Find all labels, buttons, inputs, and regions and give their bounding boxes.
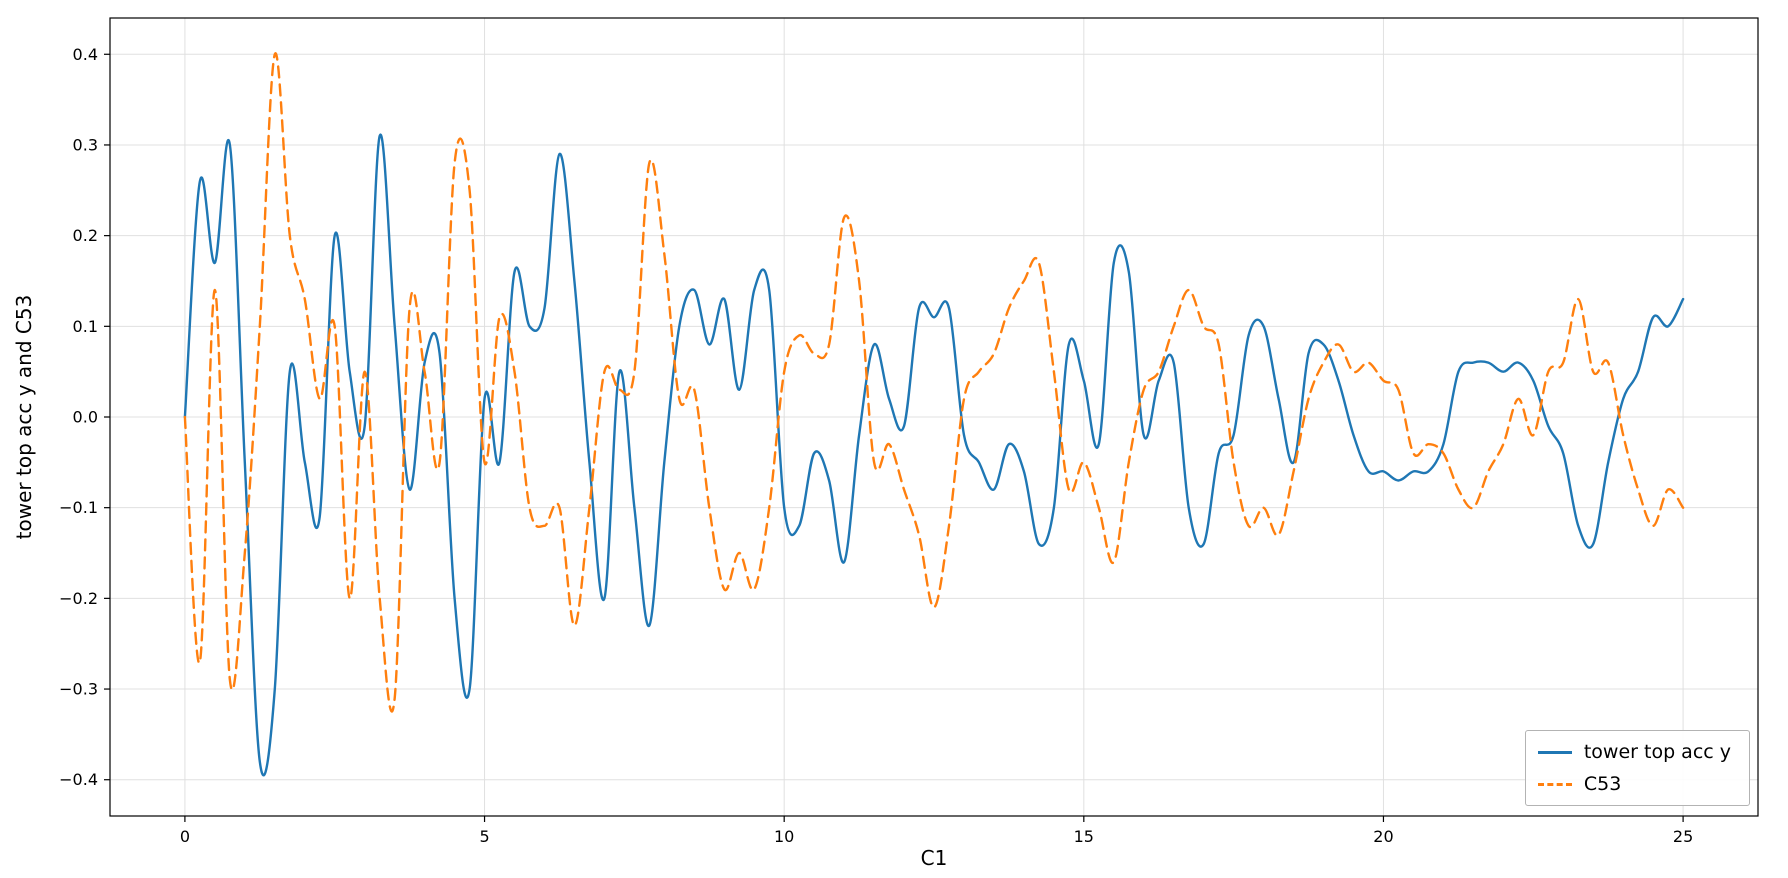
legend-line-sample-solid-icon <box>1537 750 1572 754</box>
y-tick-label: −0.3 <box>59 680 98 699</box>
y-tick-label: −0.1 <box>59 498 98 517</box>
x-tick-label: 20 <box>1373 827 1393 846</box>
y-tick-label: 0.1 <box>73 317 98 336</box>
y-tick-label: 0.3 <box>73 135 98 154</box>
y-tick-label: −0.4 <box>59 770 98 789</box>
legend-item-c53: C53 <box>1537 773 1731 795</box>
series-line-c53 <box>183 52 1685 713</box>
legend-label: tower top acc y <box>1583 741 1731 763</box>
y-tick-label: 0.4 <box>73 45 98 64</box>
y-tick-label: 0.2 <box>73 226 98 245</box>
y-tick-label: −0.2 <box>59 589 98 608</box>
legend-label: C53 <box>1583 773 1622 795</box>
y-tick-label: 0.0 <box>73 408 98 427</box>
x-tick-label: 10 <box>774 827 794 846</box>
legend-item-tower-top-acc-y: tower top acc y <box>1537 741 1731 763</box>
x-tick-label: 15 <box>1074 827 1094 846</box>
x-tick-label: 25 <box>1673 827 1693 846</box>
x-tick-label: 0 <box>180 827 190 846</box>
series-line-tower-top-acc-y <box>183 133 1685 777</box>
legend: tower top acc y C53 <box>1524 730 1750 806</box>
x-axis-label: C1 <box>920 846 948 870</box>
legend-line-sample-dashed-icon <box>1537 782 1572 786</box>
x-tick-label: 5 <box>479 827 489 846</box>
y-axis-label: tower top acc y and C53 <box>12 294 36 540</box>
